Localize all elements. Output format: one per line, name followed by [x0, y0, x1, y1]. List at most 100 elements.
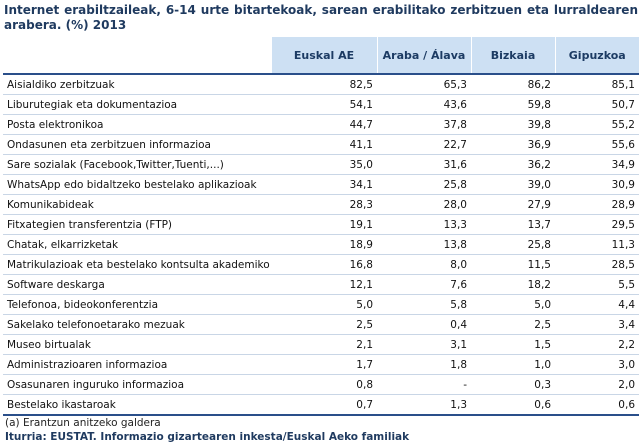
table-row: Liburutegiak eta dokumentazioa 54,1 43,6 59… [3, 94, 639, 115]
row-label: Fitxategien transferentzia (FTP) [3, 214, 271, 235]
row-label: Software deskarga [3, 274, 271, 295]
data-table: Euskal AE Araba / Álava Bizkaia Gipuzkoa… [3, 37, 639, 416]
cell-value: 86,2 [471, 74, 555, 95]
cell-value: 18,9 [271, 234, 377, 255]
table-row: Aisialdiko zerbitzuak 82,5 65,3 86,2 85,1 [3, 74, 639, 95]
table-row: Komunikabideak 28,3 28,0 27,9 28,9 [3, 194, 639, 215]
cell-value: 0,6 [555, 394, 639, 416]
cell-value: 0,7 [271, 394, 377, 416]
cell-value: 39,0 [471, 174, 555, 195]
cell-value: 36,2 [471, 154, 555, 175]
cell-value: 25,8 [471, 234, 555, 255]
cell-value: 34,1 [271, 174, 377, 195]
column-header: Bizkaia [470, 37, 555, 75]
cell-value: 2,2 [555, 334, 639, 355]
table-row: Software deskarga 12,1 7,6 18,2 5,5 [3, 274, 639, 295]
cell-value: 37,8 [377, 114, 471, 135]
cell-value: 2,5 [271, 314, 377, 335]
table-row: Chatak, elkarrizketak 18,9 13,8 25,8 11,3 [3, 234, 639, 255]
table-title: Internet erabiltzaileak, 6-14 urte bitar… [4, 3, 638, 32]
row-label: Bestelako ikastaroak [3, 394, 271, 416]
row-label: Liburutegiak eta dokumentazioa [3, 94, 271, 115]
cell-value: 39,8 [471, 114, 555, 135]
cell-value: 4,4 [555, 294, 639, 315]
cell-value: 5,0 [271, 294, 377, 315]
row-label: Komunikabideak [3, 194, 271, 215]
cell-value: 2,0 [555, 374, 639, 395]
cell-value: 28,3 [271, 194, 377, 215]
cell-value: 55,2 [555, 114, 639, 135]
column-header: Gipuzkoa [554, 37, 639, 75]
header-corner [3, 37, 271, 75]
cell-value: 29,5 [555, 214, 639, 235]
cell-value: 35,0 [271, 154, 377, 175]
cell-value: 5,5 [555, 274, 639, 295]
cell-value: 11,3 [555, 234, 639, 255]
cell-value: 85,1 [555, 74, 639, 95]
cell-value: 41,1 [271, 134, 377, 155]
table-row: Matrikulazioak eta bestelako kontsulta a… [3, 254, 639, 275]
cell-value: 0,8 [271, 374, 377, 395]
cell-value: 28,0 [377, 194, 471, 215]
row-label: Matrikulazioak eta bestelako kontsulta a… [3, 254, 271, 275]
table-row: Telefonoa, bideokonferentzia 5,0 5,8 5,0 4,4 [3, 294, 639, 315]
cell-value: 55,6 [555, 134, 639, 155]
cell-value: 43,6 [377, 94, 471, 115]
cell-value: 28,5 [555, 254, 639, 275]
cell-value: 12,1 [271, 274, 377, 295]
cell-value: 2,5 [471, 314, 555, 335]
cell-value: 13,7 [471, 214, 555, 235]
row-label: Telefonoa, bideokonferentzia [3, 294, 271, 315]
cell-value: 1,7 [271, 354, 377, 375]
cell-value: 1,0 [471, 354, 555, 375]
cell-value: 3,4 [555, 314, 639, 335]
cell-value: 2,1 [271, 334, 377, 355]
cell-value: 27,9 [471, 194, 555, 215]
cell-value: 59,8 [471, 94, 555, 115]
cell-value: 3,1 [377, 334, 471, 355]
cell-value: 28,9 [555, 194, 639, 215]
table-row: Osasunaren inguruko informazioa 0,8-0,3 2,… [3, 374, 639, 395]
cell-value: 11,5 [471, 254, 555, 275]
table-row: Ondasunen eta zerbitzuen informazioa 41,1… [3, 134, 639, 155]
cell-value: 0,3 [471, 374, 555, 395]
header-row: Euskal AE Araba / Álava Bizkaia Gipuzkoa [3, 37, 639, 75]
cell-value: 65,3 [377, 74, 471, 95]
cell-value: 0,4 [377, 314, 471, 335]
row-label: Chatak, elkarrizketak [3, 234, 271, 255]
cell-value: 82,5 [271, 74, 377, 95]
table-body: Aisialdiko zerbitzuak 82,5 65,3 86,2 85,1 Lib… [3, 74, 639, 416]
table-row: Sare sozialak (Facebook,Twitter,Tuenti,.… [3, 154, 639, 175]
cell-value: - [377, 374, 471, 395]
row-label: Sare sozialak (Facebook,Twitter,Tuenti,.… [3, 154, 271, 175]
cell-value: 7,6 [377, 274, 471, 295]
column-header: Araba / Álava [376, 37, 471, 75]
cell-value: 1,8 [377, 354, 471, 375]
cell-value: 0,6 [471, 394, 555, 416]
cell-value: 36,9 [471, 134, 555, 155]
source-line: Iturria: EUSTAT. Informazio gizartearen … [5, 431, 410, 443]
table-row: WhatsApp edo bidaltzeko bestelako aplika… [3, 174, 639, 195]
row-label: Museo birtualak [3, 334, 271, 355]
table-row: Bestelako ikastaroak 0,7 1,3 0,6 0,6 [3, 394, 639, 416]
cell-value: 1,5 [471, 334, 555, 355]
table-row: Museo birtualak 2,1 3,1 1,5 2,2 [3, 334, 639, 355]
cell-value: 5,8 [377, 294, 471, 315]
cell-value: 13,8 [377, 234, 471, 255]
table-row: Fitxategien transferentzia (FTP) 19,1 13,3… [3, 214, 639, 235]
row-label: Posta elektronikoa [3, 114, 271, 135]
row-label: Administrazioaren informazioa [3, 354, 271, 375]
cell-value: 3,0 [555, 354, 639, 375]
table-row: Administrazioaren informazioa 1,7 1,8 1,0 3,… [3, 354, 639, 375]
cell-value: 1,3 [377, 394, 471, 416]
cell-value: 19,1 [271, 214, 377, 235]
cell-value: 34,9 [555, 154, 639, 175]
row-label: Aisialdiko zerbitzuak [3, 74, 271, 95]
cell-value: 31,6 [377, 154, 471, 175]
cell-value: 54,1 [271, 94, 377, 115]
cell-value: 16,8 [271, 254, 377, 275]
cell-value: 18,2 [471, 274, 555, 295]
row-label: Sakelako telefonoetarako mezuak [3, 314, 271, 335]
cell-value: 30,9 [555, 174, 639, 195]
cell-value: 25,8 [377, 174, 471, 195]
